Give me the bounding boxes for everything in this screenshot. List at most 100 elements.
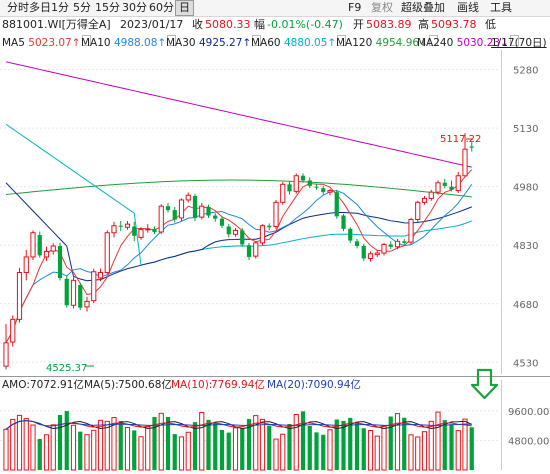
candle-body-54 [367,253,374,259]
change-label: 幅 [254,18,265,31]
candle-body-10 [70,279,77,306]
open-label: 开 [353,18,364,31]
candle-body-7 [50,245,56,252]
volume-bar-15 [104,420,110,471]
symbol-label[interactable]: 881001.WI[万得全A] [2,18,111,31]
candle-body-12 [84,300,90,308]
ma240-line [5,61,472,168]
tab-9[interactable]: 复权 [371,1,393,14]
volume-bar-39 [267,425,272,470]
volume-bar-51 [348,417,353,470]
candle-body-31 [213,215,218,219]
candle-body-25 [172,210,177,220]
date-label: 2023/01/17 [120,18,184,31]
tab-10[interactable]: 超级叠加 [401,1,445,14]
candle-body-57 [388,244,393,247]
volume-ma20-line [5,420,472,430]
tab-5[interactable]: 30分 [122,1,147,14]
volume-bar-31 [213,423,218,470]
candle-body-5 [37,235,42,256]
candle-body-0 [3,342,9,367]
volume-bar-30 [206,419,211,470]
candle-body-4 [30,232,36,258]
ma60-toggle-icon[interactable] [337,35,347,46]
volume-bar-56 [381,425,387,471]
candle-body-36 [246,245,252,257]
candle-body-62 [421,197,428,203]
candle-body-47 [321,188,326,193]
volume-bar-14 [97,419,104,471]
volume-bar-36 [246,418,252,470]
ma10-legend[interactable]: MA10 4988.08↑ [81,35,177,51]
candle-body-23 [158,205,164,233]
candle-body-32 [219,218,225,226]
volume-bar-68 [462,418,468,471]
volume-bar-32 [219,429,225,470]
tab-8[interactable]: F9 [348,1,362,14]
candle-body-52 [354,241,360,246]
candle-body-6 [43,250,50,258]
ma10-toggle-icon[interactable] [167,35,177,46]
candle-body-64 [435,182,441,193]
ma30-legend[interactable]: MA30 4925.27↑ [166,35,262,51]
candle-body-28 [192,196,198,218]
period-range-label[interactable]: 1/17(70日) [491,37,547,49]
volume-bar-12 [84,434,90,471]
candle-body-17 [118,225,123,227]
volume-bar-65 [442,420,447,470]
tab-0[interactable]: 分时 [7,1,29,14]
candle-body-35 [240,230,245,245]
tab-3[interactable]: 5分 [73,1,91,14]
tab-12[interactable]: 工具 [490,1,512,14]
candle-body-68 [462,148,468,177]
ma5-legend[interactable]: MA5 5023.07↑ [2,35,91,51]
ma30-toggle-icon[interactable] [252,35,262,46]
candle-body-49 [334,192,339,217]
ma120-toggle-icon[interactable] [428,35,438,46]
candle-body-59 [402,241,407,243]
volume-bar-8 [57,414,63,470]
volume-bar-7 [50,424,56,471]
volume-bar-38 [259,418,266,471]
candle-body-33 [226,226,231,235]
volume-bar-13 [91,429,97,471]
volume-bar-6 [43,434,50,471]
candle-body-51 [348,228,353,241]
candle-body-2 [16,272,23,320]
candle-body-1 [10,318,16,343]
tab-4[interactable]: 15分 [95,1,120,14]
ma5-toggle-icon[interactable] [81,35,91,46]
ma240-legend[interactable]: MA240 5030.23↓ [417,35,519,51]
volume-bar-4 [30,424,36,471]
vol-ma20-label: MA(20): [267,379,309,391]
volume-bar-55 [374,435,380,471]
ma120-label: MA120 [336,37,373,49]
volume-bar-17 [118,421,123,470]
candle-body-67 [455,175,461,192]
ma5-label: MA5 [2,37,25,49]
low-label: 低 [485,18,496,31]
ma60-legend[interactable]: MA60 4880.05↑ [251,35,347,51]
candle-body-38 [259,225,266,244]
volume-legend-bar: AMO: 7072.91亿 MA(5): 7500.68亿 MA(10): 77… [0,378,550,392]
candle-body-41 [280,183,286,203]
moving-average-lines [5,61,473,344]
volume-bar-59 [402,417,407,470]
tab-2[interactable]: 1分 [51,1,69,14]
volume-bar-28 [192,422,198,470]
volume-bar-20 [138,436,144,471]
volume-bar-54 [367,429,374,471]
tab-1[interactable]: 多日 [29,1,51,14]
tab-6[interactable]: 60分 [149,1,174,14]
ma5-value: 5023.07↑ [28,37,81,49]
tab-11[interactable]: 画线 [457,1,479,14]
volume-bar-61 [415,436,421,471]
high-value: 5093.78 [431,18,477,31]
ma120-legend[interactable]: MA120 4954.96↓ [336,35,438,51]
tab-7[interactable]: 日 [175,0,194,16]
volume-bar-11 [78,431,83,470]
ma240-toggle-icon[interactable] [509,35,519,46]
candle-body-26 [178,199,185,219]
vol-ma20-value: 7090.94亿 [307,379,361,391]
